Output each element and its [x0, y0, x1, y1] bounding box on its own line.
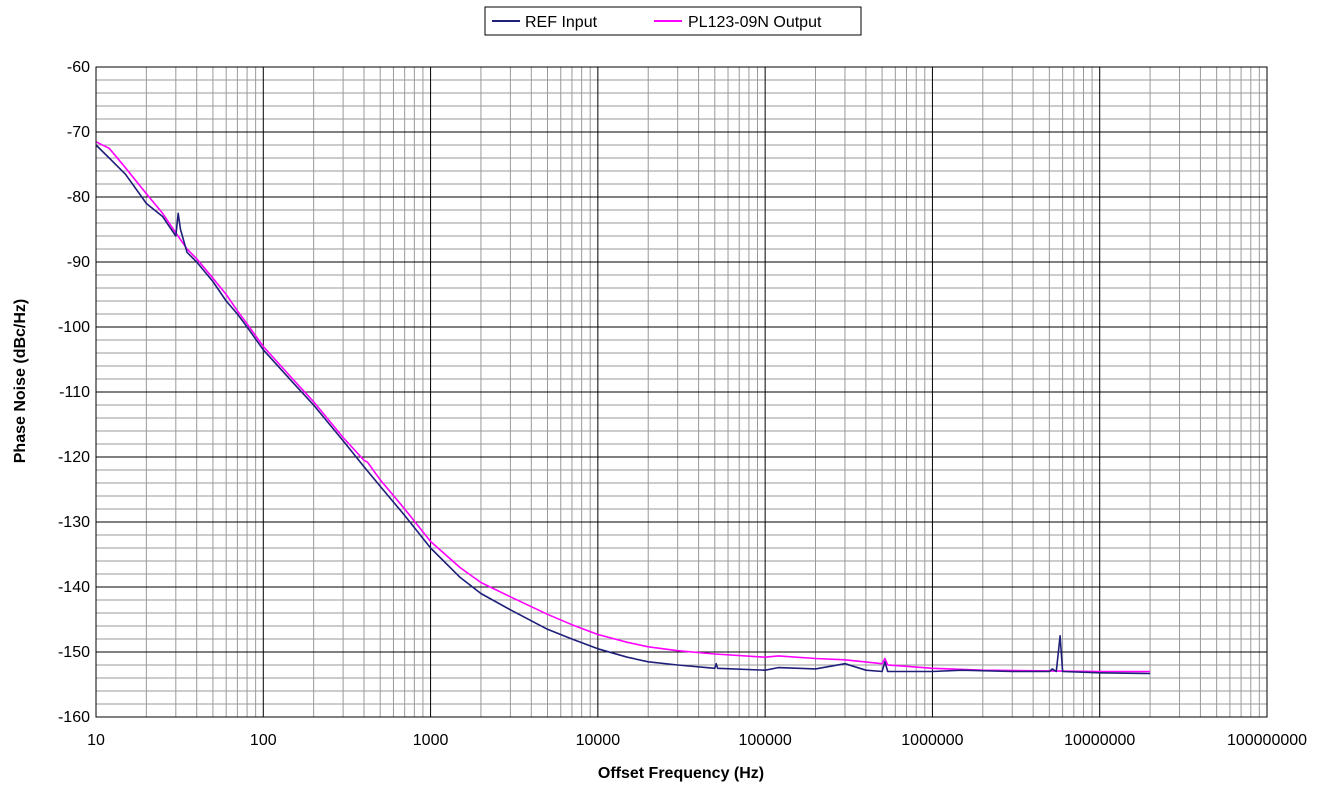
x-tick-label: 100000000	[1227, 732, 1307, 749]
x-axis-title: Offset Frequency (Hz)	[598, 765, 764, 782]
series-line-ref-input	[95, 144, 1151, 675]
x-tick-label: 10000000	[1064, 732, 1135, 749]
plot-area-frame	[95, 66, 1268, 718]
y-tick-label: -140	[58, 579, 90, 596]
y-tick-label: -120	[58, 449, 90, 466]
y-tick-label: -150	[58, 644, 90, 661]
y-tick-label: -160	[58, 709, 90, 726]
grid-lines	[95, 66, 1268, 718]
legend-label-ref-input: REF Input	[525, 14, 598, 31]
x-tick-label: 10000	[576, 732, 621, 749]
x-tick-label: 100000	[738, 732, 791, 749]
y-axis-title: Phase Noise (dBc/Hz)	[12, 299, 29, 463]
legend: REF Input PL123-09N Output	[484, 6, 862, 36]
x-tick-label: 1000	[413, 732, 449, 749]
series-line-pl123-output	[95, 141, 1151, 673]
series-lines	[95, 141, 1151, 675]
y-tick-label: -90	[67, 254, 90, 271]
x-tick-labels: 10 100 1000 10000 100000 1000000 10000000 10000…	[87, 732, 1307, 749]
y-tick-label: -110	[59, 384, 90, 401]
legend-box	[484, 6, 862, 36]
x-tick-label: 1000000	[901, 732, 963, 749]
y-tick-label: -100	[58, 319, 90, 336]
legend-label-pl123-output: PL123-09N Output	[688, 14, 822, 31]
y-tick-label: -60	[67, 59, 90, 76]
y-tick-label: -70	[67, 124, 90, 141]
x-tick-label: 10	[87, 732, 105, 749]
y-tick-label: -130	[58, 514, 90, 531]
y-tick-labels: -60 -70 -80 -90 -100 -110 -120 -130 -140 -150 -160	[58, 59, 90, 726]
x-tick-label: 100	[250, 732, 277, 749]
y-tick-label: -80	[67, 189, 90, 206]
